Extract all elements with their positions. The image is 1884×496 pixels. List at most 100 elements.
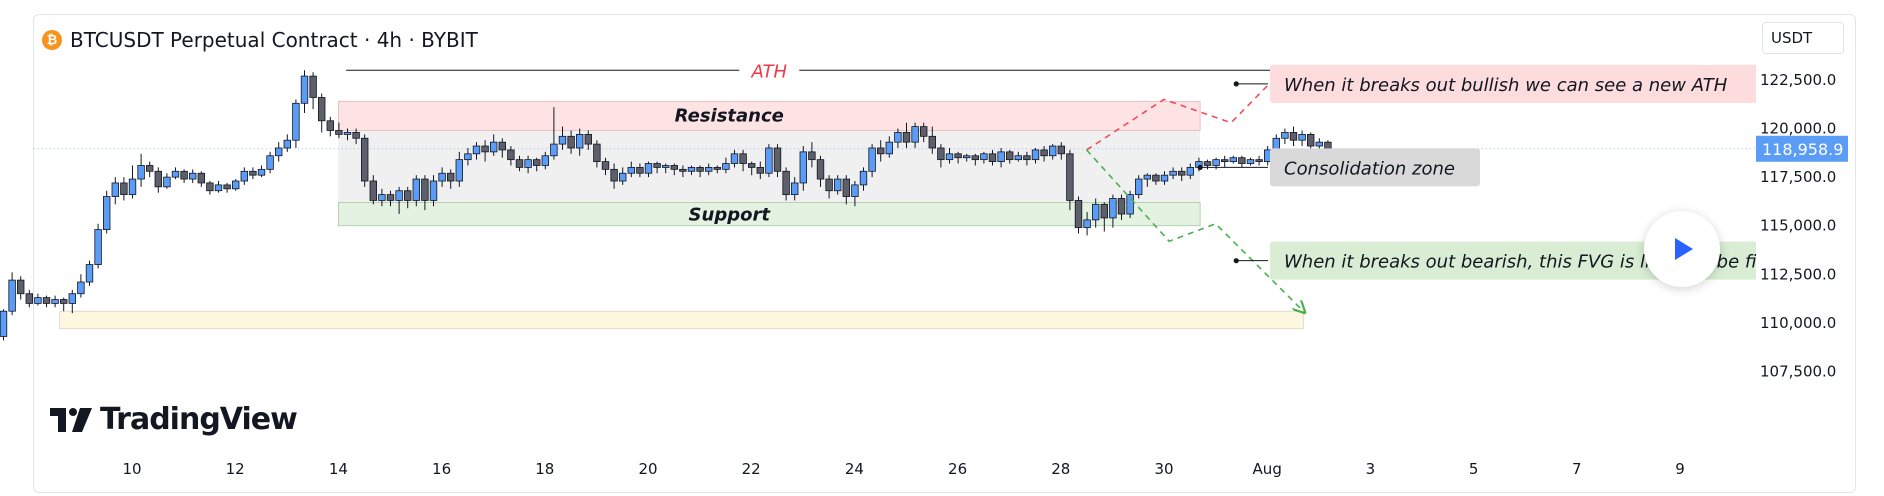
candle-body <box>834 178 842 192</box>
candle <box>94 223 102 269</box>
candle-body <box>576 133 584 149</box>
candle <box>103 190 111 234</box>
currency-selector[interactable]: USDT <box>1762 22 1844 54</box>
candle-body <box>188 172 197 180</box>
candle-body <box>610 168 618 182</box>
price-tick-label: 115,000.0 <box>1760 217 1836 235</box>
candle <box>765 144 773 178</box>
time-tick-label: 20 <box>638 460 657 478</box>
candle <box>257 165 266 178</box>
candle <box>154 167 162 193</box>
candle-body <box>1109 198 1117 219</box>
play-button[interactable] <box>1644 211 1720 287</box>
candle-body <box>1307 133 1315 147</box>
candle <box>859 167 868 191</box>
candle-body <box>240 170 248 182</box>
candle <box>1143 173 1151 187</box>
candle-body <box>730 153 739 164</box>
candle <box>902 122 911 148</box>
candle <box>885 136 893 158</box>
ath-label: ATH <box>750 61 787 82</box>
candle-body <box>1289 132 1298 141</box>
candle-body <box>515 159 524 168</box>
candle <box>1049 144 1057 160</box>
annotation-text: When it breaks out bullish we can see a … <box>1284 75 1728 96</box>
candle-body <box>8 279 16 312</box>
annotation-text: Consolidation zone <box>1284 158 1455 179</box>
candle <box>128 165 137 199</box>
candle-body <box>1186 167 1194 176</box>
annotation-bull[interactable]: When it breaks out bullish we can see a … <box>1233 64 1760 103</box>
candle <box>214 181 223 193</box>
candle-body <box>748 163 756 168</box>
candle-body <box>980 153 988 161</box>
candle-body <box>558 135 567 145</box>
candle-body <box>808 151 816 161</box>
annotation-neutral[interactable]: Consolidation zone <box>1197 148 1480 187</box>
support-zone[interactable] <box>337 201 1201 227</box>
bullish-projection-path[interactable] <box>1086 70 1283 151</box>
candle-body <box>42 297 51 304</box>
candle <box>335 122 343 139</box>
candle <box>429 175 438 207</box>
candle-body <box>627 167 635 174</box>
candle <box>1117 194 1126 220</box>
symbol-title[interactable]: BTCUSDT Perpetual Contract · 4h · BYBIT <box>70 28 478 52</box>
resistance-zone[interactable] <box>337 100 1201 131</box>
candle-body <box>438 172 446 182</box>
bearish-projection-path[interactable] <box>1086 149 1304 311</box>
candle-body <box>1083 219 1091 229</box>
candle <box>1178 167 1186 182</box>
candle <box>679 165 687 178</box>
candle <box>60 297 68 312</box>
candle <box>25 289 33 308</box>
candle <box>446 169 455 189</box>
candle <box>1229 155 1237 164</box>
candle-body <box>1023 155 1031 161</box>
candle-body <box>894 132 902 143</box>
candle <box>799 146 807 191</box>
candle <box>868 144 876 178</box>
time-tick-label: 5 <box>1469 460 1479 478</box>
candle-body <box>446 172 455 182</box>
candle-body <box>937 147 945 161</box>
candle-body <box>412 178 420 201</box>
candle <box>395 186 403 215</box>
candle-body <box>360 137 369 182</box>
fvg-zone[interactable] <box>59 310 1304 330</box>
candle <box>326 116 334 137</box>
candle-body <box>567 135 575 149</box>
candle <box>309 72 317 110</box>
price-tick-label: 117,500.0 <box>1760 168 1836 186</box>
annotation-box <box>1270 148 1480 187</box>
tradingview-logo[interactable]: TradingView <box>50 402 298 437</box>
candle <box>51 295 59 308</box>
candle-body <box>180 170 188 180</box>
candle-body <box>722 163 730 170</box>
candle <box>971 153 979 166</box>
candle-body <box>309 75 317 98</box>
candle <box>636 163 644 178</box>
candle <box>945 147 954 164</box>
candle-body <box>954 153 962 159</box>
candle-body <box>51 299 59 304</box>
candle <box>386 190 395 207</box>
candle-body <box>145 165 154 172</box>
candle-body <box>163 176 171 188</box>
candle <box>533 157 541 172</box>
price-tick-label: 107,500.0 <box>1760 362 1836 380</box>
candle <box>464 147 472 166</box>
candle <box>593 140 601 168</box>
candle <box>412 175 420 207</box>
candle-body <box>292 102 300 141</box>
current-price-badge[interactable] <box>1756 135 1848 162</box>
candle <box>378 188 386 207</box>
candle-body <box>283 139 291 149</box>
candle-body <box>550 143 558 157</box>
candle <box>16 276 25 300</box>
candle-body <box>1203 161 1212 166</box>
candle-body <box>455 159 463 182</box>
play-icon <box>1675 238 1693 260</box>
candle-body <box>472 145 481 155</box>
